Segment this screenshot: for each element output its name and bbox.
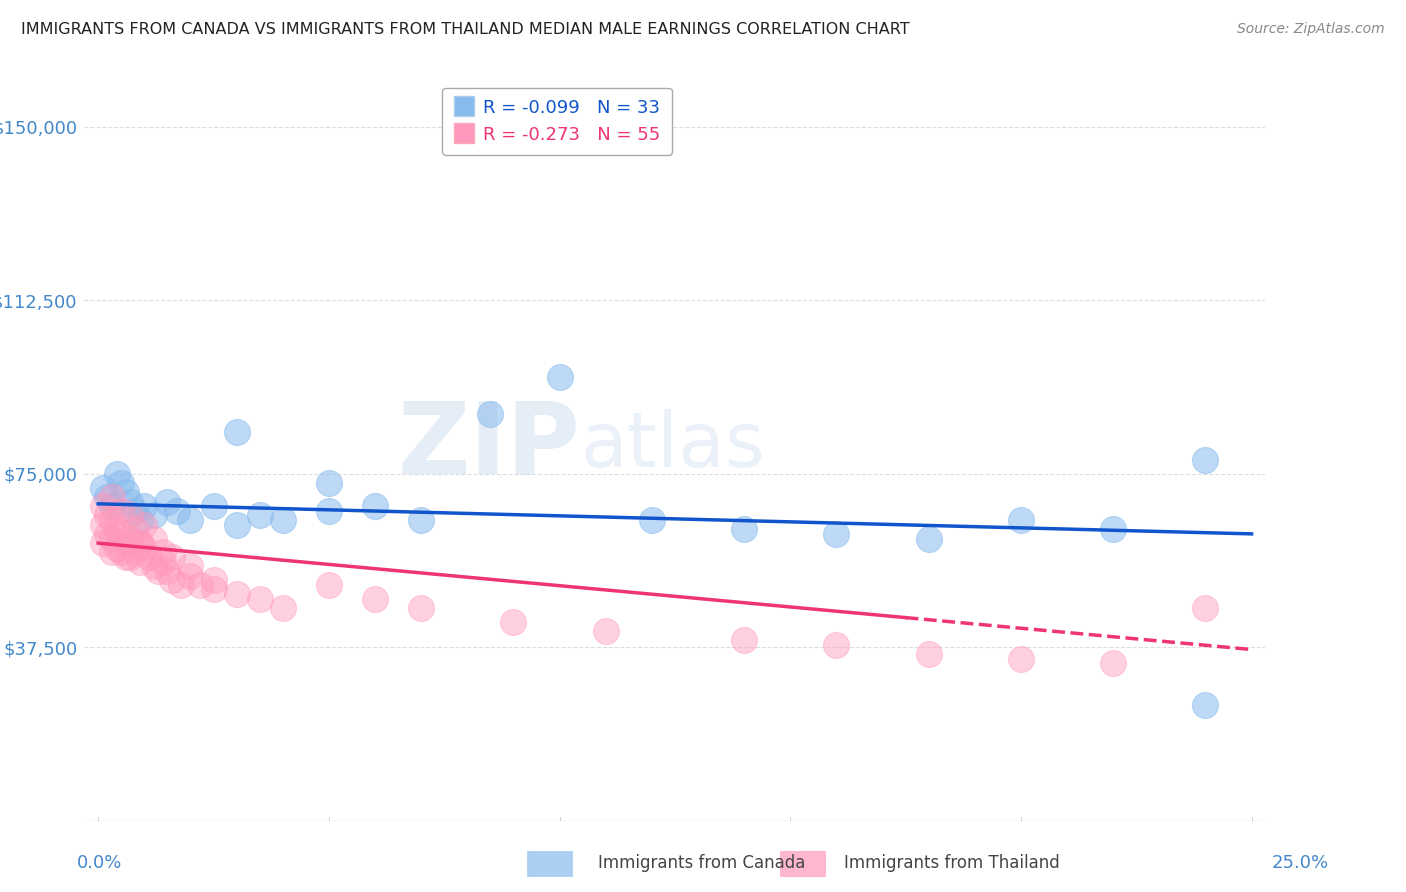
Text: Source: ZipAtlas.com: Source: ZipAtlas.com bbox=[1237, 22, 1385, 37]
Text: Immigrants from Thailand: Immigrants from Thailand bbox=[844, 854, 1059, 871]
Point bbox=[138, 549, 160, 564]
Point bbox=[917, 647, 939, 661]
Point bbox=[128, 513, 150, 527]
Point bbox=[128, 536, 150, 550]
Point bbox=[105, 541, 128, 555]
Point bbox=[152, 545, 174, 559]
Point bbox=[825, 638, 848, 652]
Point bbox=[115, 485, 138, 500]
Point bbox=[202, 499, 225, 513]
Point bbox=[1194, 698, 1216, 712]
Point bbox=[160, 549, 183, 564]
Text: 0.0%: 0.0% bbox=[77, 854, 122, 871]
Point bbox=[134, 541, 156, 555]
Text: atlas: atlas bbox=[581, 409, 765, 483]
Point bbox=[479, 407, 502, 421]
Point bbox=[225, 587, 247, 601]
Point bbox=[1194, 453, 1216, 467]
Point bbox=[271, 600, 294, 615]
Text: Immigrants from Canada: Immigrants from Canada bbox=[598, 854, 804, 871]
Text: IMMIGRANTS FROM CANADA VS IMMIGRANTS FROM THAILAND MEDIAN MALE EARNINGS CORRELAT: IMMIGRANTS FROM CANADA VS IMMIGRANTS FRO… bbox=[21, 22, 910, 37]
Point bbox=[120, 494, 142, 508]
Point bbox=[1010, 513, 1032, 527]
Point bbox=[110, 527, 132, 541]
Point bbox=[166, 504, 188, 518]
Point bbox=[318, 475, 340, 490]
Point bbox=[124, 522, 146, 536]
Point bbox=[110, 545, 132, 559]
Point bbox=[202, 573, 225, 587]
Point bbox=[179, 568, 201, 582]
Text: 25.0%: 25.0% bbox=[1271, 854, 1329, 871]
Point bbox=[96, 527, 118, 541]
Point bbox=[101, 490, 124, 504]
Point bbox=[142, 559, 165, 574]
Point bbox=[917, 532, 939, 546]
Point bbox=[115, 536, 138, 550]
Point bbox=[120, 508, 142, 523]
Point bbox=[128, 536, 150, 550]
Point bbox=[134, 517, 156, 532]
Point bbox=[124, 504, 146, 518]
Point bbox=[91, 517, 114, 532]
Point bbox=[110, 504, 132, 518]
Text: ZIP: ZIP bbox=[398, 398, 581, 494]
Point bbox=[188, 578, 211, 592]
Point bbox=[101, 499, 124, 513]
Point bbox=[120, 532, 142, 546]
Point bbox=[148, 564, 170, 578]
Point bbox=[170, 578, 193, 592]
Point bbox=[160, 573, 183, 587]
Point bbox=[105, 522, 128, 536]
Point bbox=[179, 513, 201, 527]
Point bbox=[271, 513, 294, 527]
Point bbox=[249, 591, 271, 606]
Point bbox=[364, 499, 387, 513]
Point bbox=[249, 508, 271, 523]
Point bbox=[733, 522, 755, 536]
Point bbox=[202, 582, 225, 597]
Point bbox=[225, 517, 247, 532]
Point bbox=[105, 467, 128, 481]
Point bbox=[548, 369, 571, 384]
Point bbox=[156, 494, 179, 508]
Point bbox=[318, 578, 340, 592]
Point bbox=[595, 624, 617, 638]
Point bbox=[152, 555, 174, 569]
Legend: R = -0.099   N = 33, R = -0.273   N = 55: R = -0.099 N = 33, R = -0.273 N = 55 bbox=[441, 88, 672, 154]
Point bbox=[124, 545, 146, 559]
Point bbox=[120, 549, 142, 564]
Point bbox=[91, 536, 114, 550]
Point bbox=[96, 508, 118, 523]
Point bbox=[101, 513, 124, 527]
Point bbox=[411, 600, 433, 615]
Point bbox=[128, 555, 150, 569]
Point bbox=[91, 481, 114, 495]
Point bbox=[134, 499, 156, 513]
Point bbox=[502, 615, 524, 629]
Point bbox=[825, 527, 848, 541]
Point bbox=[101, 532, 124, 546]
Point bbox=[225, 425, 247, 439]
Point bbox=[1102, 657, 1125, 671]
Point bbox=[91, 499, 114, 513]
Point bbox=[179, 559, 201, 574]
Point bbox=[156, 564, 179, 578]
Point bbox=[364, 591, 387, 606]
Point bbox=[1102, 522, 1125, 536]
Point bbox=[110, 475, 132, 490]
Point bbox=[142, 508, 165, 523]
Point bbox=[101, 545, 124, 559]
Point bbox=[641, 513, 664, 527]
Point bbox=[733, 633, 755, 648]
Point bbox=[1010, 652, 1032, 666]
Point bbox=[1194, 600, 1216, 615]
Point bbox=[411, 513, 433, 527]
Point bbox=[96, 490, 118, 504]
Point bbox=[318, 504, 340, 518]
Point bbox=[142, 532, 165, 546]
Point bbox=[115, 549, 138, 564]
